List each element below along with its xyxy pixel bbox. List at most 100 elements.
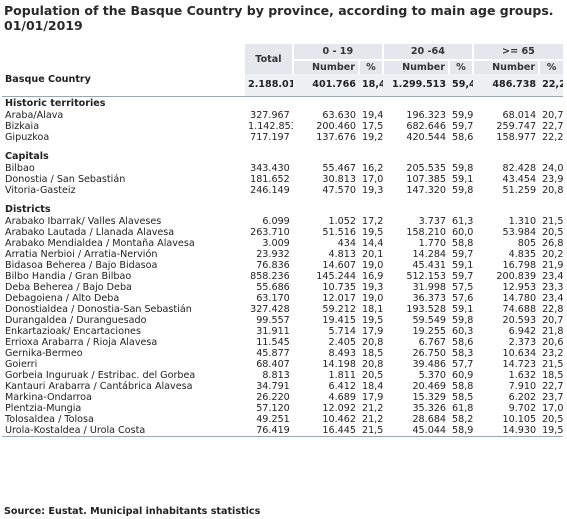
table-row: Durangaldea / Duranguesado 99.557 19.415 19… [2, 315, 563, 326]
cell-pct-20-64: 59,7 [452, 249, 473, 260]
cell-number-0-19: 1.052 [328, 216, 356, 227]
header-empty [2, 60, 246, 74]
cell-number-20-64: 36.373 [412, 293, 447, 304]
cell-total: 343.430 [250, 163, 290, 174]
cell-pct-20-64: 58,8 [452, 381, 473, 392]
cell-number-65-plus: 74.688 [502, 304, 537, 315]
cell-number-0-19: 30.813 [322, 174, 356, 185]
cell-number-20-64: 3.737 [418, 216, 447, 227]
cell-number-65-plus: 1.310 [508, 216, 537, 227]
cell-total: 26.220 [256, 392, 290, 403]
cell-number-20-64: 14.284 [412, 249, 447, 260]
cell-total: 45.877 [256, 348, 290, 359]
cell-number-65-plus: 2.373 [508, 337, 537, 348]
cell-number-0-19: 4.689 [328, 392, 356, 403]
cell-number-20-64: 28.684 [412, 414, 447, 425]
cell-number-65-plus: 6.202 [508, 392, 537, 403]
cell-number-65-plus: 14.930 [472, 425, 540, 437]
cell-number-65-plus: 4.835 [508, 249, 537, 260]
cell-pct-0-19: 18,5 [361, 348, 383, 359]
cell-total: 63.170 [256, 293, 290, 304]
cell-pct-0-19: 19,0 [361, 293, 383, 304]
row-name: Enkartazioak/ Encartaciones [5, 326, 141, 337]
cell-pct-20-64: 59,8 [452, 185, 473, 196]
row-name: Bilbo Handia / Gran Bilbao [5, 271, 132, 282]
gap-cell [2, 196, 563, 203]
cell-number-65-plus: 82.428 [502, 163, 537, 174]
cell-number-0-19: 2.405 [328, 337, 356, 348]
table-row: Kantauri Arabarra / Cantábrica Alavesa 34… [2, 381, 563, 392]
cell-pct-65-plus: 20,5 [542, 414, 563, 425]
cell-pct-0-19: 19,3 [361, 282, 383, 293]
cell-number-20-64: 19.255 [412, 326, 447, 337]
header-pct: % [538, 59, 563, 74]
row-name: Arabako Mendialdea / Montaña Alavesa [5, 238, 195, 249]
table-row: Vitoria-Gasteiz 246.149 47.570 19,3 147.320 5… [2, 185, 563, 196]
cell-number-0-19: 137.676 [316, 132, 356, 143]
cell-pct-20-64: 60,9 [452, 370, 473, 381]
row-name: Donostialdea / Donostia-San Sebastián [5, 304, 192, 315]
row-name: Basque Country [2, 74, 246, 97]
table-row: Errioxa Arabarra / Rioja Alavesa 11.545 2.… [2, 337, 563, 348]
row-name: Araba/Álava [5, 110, 64, 121]
cell-number-0-19: 14.607 [322, 260, 356, 271]
cell-total: 76.836 [256, 260, 290, 271]
cell-total: 1.142.853 [248, 121, 293, 132]
row-name: Gernika-Bermeo [5, 348, 83, 359]
cell-number-0-19: 1.811 [328, 370, 356, 381]
cell-number-20-64: 59.549 [412, 315, 447, 326]
cell-pct-20-64: 61,8 [452, 403, 473, 414]
row-name: Markina-Ondarroa [5, 392, 92, 403]
cell-number-20-64: 1.299.513 [382, 74, 450, 97]
table-row: Gernika-Bermeo 45.877 8.493 18,5 26.750 58,3 1… [2, 348, 563, 359]
section-header-historic: Historic territories [2, 97, 563, 111]
cell-number-65-plus: 43.454 [502, 174, 537, 185]
table-row: Deba Beherea / Bajo Deba 55.686 10.735 19,3… [2, 282, 563, 293]
table-row: Goierri 68.407 14.198 20,8 39.486 57,7 14.723 2… [2, 359, 563, 370]
cell-pct-65-plus: 23,4 [542, 271, 563, 282]
section-gap [2, 143, 563, 150]
cell-total: 76.419 [245, 425, 293, 437]
table-row: Tolosaldea / Tolosa 49.251 10.462 21,2 28.68… [2, 414, 563, 425]
cell-number-20-64: 5.370 [418, 370, 447, 381]
cell-number-65-plus: 10.105 [502, 414, 537, 425]
cell-pct-0-19: 17,9 [361, 326, 383, 337]
cell-number-0-19: 12.092 [322, 403, 356, 414]
header-number: Number [291, 59, 359, 74]
table-row: Donostia / San Sebastián 181.652 30.813 17,… [2, 174, 563, 185]
cell-total: 68.407 [256, 359, 290, 370]
section-gap [2, 196, 563, 203]
cell-pct-65-plus: 23,4 [542, 293, 563, 304]
header-empty [2, 44, 246, 60]
cell-number-20-64: 26.750 [412, 348, 447, 359]
table-row: Bizkaia 1.142.853 200.460 17,5 682.646 59,7 25… [2, 121, 563, 132]
section-label: Capitals [5, 151, 49, 162]
table-row: Debagoiena / Alto Deba 63.170 12.017 19,0 36… [2, 293, 563, 304]
cell-pct-0-19: 18,4 [358, 74, 383, 97]
cell-number-65-plus: 14.723 [502, 359, 537, 370]
row-name: Kantauri Arabarra / Cantábrica Alavesa [5, 381, 193, 392]
cell-number-65-plus: 14.780 [502, 293, 537, 304]
cell-number-20-64: 45.044 [382, 425, 450, 437]
cell-number-20-64: 193.528 [406, 304, 447, 315]
cell-number-20-64: 512.153 [406, 271, 447, 282]
cell-pct-20-64: 58,8 [452, 238, 473, 249]
cell-total: 3.009 [262, 238, 290, 249]
section-header-capitals: Capitals [2, 150, 563, 163]
cell-number-20-64: 35.326 [412, 403, 447, 414]
row-name: Tolosaldea / Tolosa [5, 414, 94, 425]
cell-number-0-19: 51.516 [322, 227, 356, 238]
section-header-districts: Districts [2, 203, 563, 216]
cell-number-20-64: 158.210 [406, 227, 447, 238]
cell-pct-65-plus: 23,2 [542, 348, 563, 359]
page-title: Population of the Basque Country by prov… [4, 3, 554, 33]
cell-total: 49.251 [256, 414, 290, 425]
cell-pct-20-64: 59,1 [452, 304, 473, 315]
header-number: Number [471, 59, 540, 74]
cell-pct-65-plus: 20,2 [542, 249, 563, 260]
cell-pct-65-plus: 22,2 [539, 74, 563, 97]
cell-pct-20-64: 59,4 [449, 74, 473, 97]
cell-number-0-19: 10.735 [322, 282, 356, 293]
table-header: Total 0 - 19 20 -64 >= 65 Number % Numbe… [2, 44, 563, 74]
cell-pct-20-64: 59,7 [452, 121, 473, 132]
